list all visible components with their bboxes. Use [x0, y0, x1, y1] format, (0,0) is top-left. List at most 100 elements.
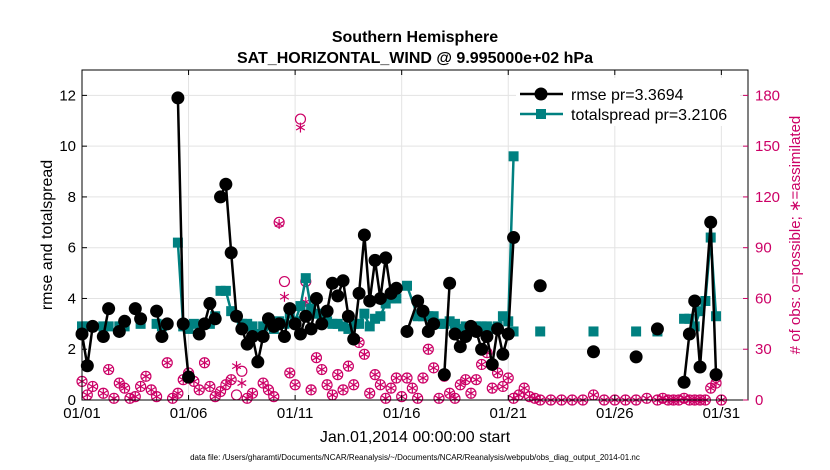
- obs-assimilated-marker: [104, 364, 114, 375]
- obs-assimilated-marker: [237, 378, 247, 389]
- obs-assimilated-marker: [487, 383, 497, 394]
- obs-assimilated-marker: [173, 388, 183, 399]
- obs-assimilated-marker: [279, 291, 290, 302]
- rmse-line: [176, 97, 190, 378]
- obs-assimilated-marker: [423, 344, 433, 355]
- totalspread-marker: [258, 321, 269, 332]
- totalspread-marker: [295, 301, 306, 312]
- obs-assimilated-marker: [221, 379, 231, 390]
- totalspread-marker: [535, 326, 546, 337]
- obs-assimilated-marker: [460, 374, 471, 385]
- obs-assimilated-marker: [370, 369, 380, 380]
- obs-assimilated-marker: [226, 374, 236, 385]
- rmse-marker: [416, 304, 430, 318]
- rmse-marker: [256, 330, 270, 344]
- obs-assimilated-marker: [141, 371, 151, 382]
- totalspread-marker: [428, 311, 439, 322]
- totalspread-marker: [375, 311, 386, 322]
- rmse-line: [464, 237, 515, 366]
- rmse-marker: [160, 317, 174, 331]
- obs-assimilated-marker: [317, 364, 327, 375]
- rmse-marker: [629, 350, 643, 364]
- totalspread-marker: [242, 318, 253, 329]
- rmse-marker: [352, 286, 366, 300]
- totalspread-marker: [497, 311, 508, 322]
- rmse-marker: [315, 317, 329, 331]
- rmse-marker: [192, 327, 206, 341]
- obs-assimilated-marker: [375, 379, 385, 390]
- rmse-marker: [245, 330, 259, 344]
- obs-possible-marker: [236, 365, 248, 377]
- obs-assimilated-marker: [322, 379, 332, 390]
- obs-possible-marker: [278, 275, 291, 288]
- obs-assimilated-marker: [402, 373, 412, 383]
- obs-assimilated-marker: [386, 383, 396, 394]
- totalspread-marker: [311, 308, 322, 319]
- obs-assimilated-marker: [194, 384, 204, 395]
- totalspread-marker: [689, 321, 700, 332]
- obs-assimilated-marker: [114, 378, 124, 389]
- obs-assimilated-marker: [327, 389, 338, 400]
- obs-assimilated-marker: [135, 381, 146, 392]
- x-tick-label: 01/16: [383, 405, 421, 422]
- totalspread-marker: [332, 318, 343, 329]
- rmse-marker: [347, 332, 361, 346]
- totalspread-marker: [455, 323, 466, 334]
- totalspread-marker: [359, 308, 370, 319]
- rmse-marker: [373, 291, 387, 305]
- rmse-marker: [586, 345, 600, 359]
- rmse-marker: [437, 368, 451, 382]
- x-tick-label: 01/01: [63, 405, 101, 422]
- rmse-marker: [325, 276, 339, 290]
- x-tick-label: 01/31: [703, 405, 741, 422]
- y2-tick-label: 150: [755, 138, 780, 155]
- totalspread-marker: [354, 318, 365, 329]
- rmse-marker: [80, 359, 94, 373]
- rmse-marker: [480, 330, 494, 344]
- obs-assimilated-marker: [391, 373, 401, 383]
- totalspread-marker: [98, 321, 109, 332]
- totalspread-marker: [327, 318, 338, 329]
- obs-assimilated-marker: [519, 383, 529, 394]
- rmse-marker: [501, 327, 515, 341]
- plot-frame: [81, 69, 749, 401]
- y-tick-label: 6: [68, 240, 76, 257]
- rmse-marker: [453, 340, 467, 354]
- rmse-marker: [709, 368, 723, 382]
- rmse-marker: [475, 342, 489, 356]
- rmse-marker: [331, 289, 345, 303]
- rmse-marker: [277, 330, 291, 344]
- y-tick-label: 2: [68, 341, 76, 358]
- totalspread-marker: [711, 311, 722, 322]
- obs-possible-marker: [230, 389, 243, 401]
- totalspread-marker: [380, 298, 391, 309]
- rmse-marker: [214, 190, 228, 204]
- rmse-marker: [198, 317, 212, 331]
- totalspread-marker: [508, 151, 519, 162]
- rmse-marker: [533, 279, 547, 293]
- totalspread-marker: [300, 273, 311, 284]
- rmse-marker: [304, 322, 318, 336]
- rmse-marker: [251, 355, 265, 369]
- totalspread-marker: [412, 311, 423, 322]
- rmse-marker: [336, 274, 350, 288]
- rmse-line: [443, 283, 451, 375]
- rmse-series: [75, 91, 723, 389]
- obs-assimilated-marker: [476, 359, 487, 370]
- obs-assimilated-marker: [588, 389, 599, 400]
- rmse-marker: [469, 324, 483, 338]
- totalspread-marker: [684, 313, 695, 324]
- rmse-marker: [443, 276, 457, 290]
- totalspread-marker: [183, 323, 194, 334]
- rmse-line: [682, 221, 718, 383]
- rmse-marker: [459, 330, 473, 344]
- totalspread-marker: [423, 311, 434, 322]
- rmse-marker: [272, 317, 286, 331]
- obs-assimilated-marker: [343, 361, 354, 372]
- rmse-marker: [677, 375, 691, 389]
- rmse-marker: [688, 294, 702, 308]
- obs-assimilated-marker: [258, 378, 268, 389]
- totalspread-marker: [215, 285, 226, 296]
- obs-assimilated-marker: [503, 373, 513, 383]
- totalspread-marker: [444, 316, 455, 327]
